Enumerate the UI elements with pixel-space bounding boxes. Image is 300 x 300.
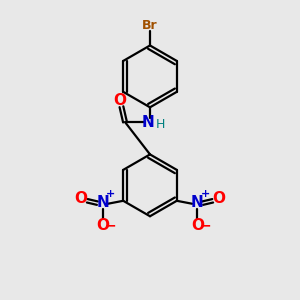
Text: O: O	[96, 218, 109, 233]
Text: −: −	[104, 218, 116, 233]
Text: O: O	[113, 93, 127, 108]
Text: −: −	[199, 218, 211, 233]
Text: N: N	[141, 115, 154, 130]
Text: N: N	[191, 195, 204, 210]
Text: N: N	[96, 195, 109, 210]
Text: O: O	[213, 191, 226, 206]
Text: O: O	[74, 191, 87, 206]
Text: +: +	[106, 189, 116, 199]
Text: O: O	[191, 218, 204, 233]
Text: +: +	[201, 189, 210, 199]
Text: H: H	[156, 118, 165, 131]
Text: Br: Br	[142, 19, 158, 32]
